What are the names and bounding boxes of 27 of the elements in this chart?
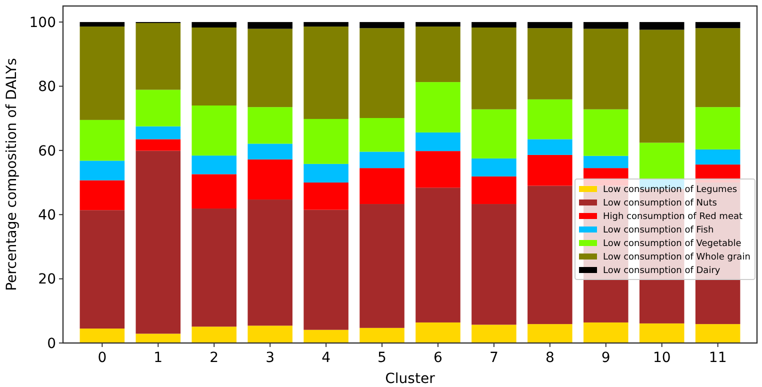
y-tick-label: 80 — [38, 79, 56, 96]
x-tick-label: 0 — [98, 350, 107, 366]
x-tick-label: 9 — [601, 350, 610, 366]
y-tick-label: 100 — [29, 14, 56, 31]
legend-label: Low consumption of Whole grain — [603, 252, 750, 263]
legend-label: Low consumption of Dairy — [603, 266, 721, 276]
legend-label: Low consumption of Legumes — [603, 185, 738, 196]
y-tick-label: 20 — [38, 272, 56, 288]
x-tick-label: 3 — [266, 350, 275, 366]
x-tick-label: 6 — [434, 350, 443, 366]
legend-label: Low consumption of Vegetable — [603, 239, 742, 250]
y-axis-title: Percentage composition of DALYs — [4, 58, 20, 291]
y-tick-label: 40 — [38, 208, 56, 224]
x-tick-label: 1 — [154, 350, 163, 366]
x-axis-title: Cluster — [385, 371, 436, 387]
x-tick-label: 5 — [378, 350, 386, 366]
y-tick-label: 60 — [38, 143, 56, 160]
x-tick-label: 2 — [210, 350, 219, 366]
x-tick-label: 7 — [489, 350, 498, 366]
x-tick-label: 11 — [708, 350, 727, 366]
legend-label: High consumption of Red meat — [603, 212, 743, 222]
y-tick-label: 0 — [47, 336, 56, 352]
x-tick-label: 4 — [322, 350, 331, 366]
legend-label: Low consumption of Nuts — [603, 198, 718, 209]
x-tick-label: 10 — [652, 350, 671, 366]
x-tick-label: 8 — [545, 350, 554, 366]
legend-label: Low consumption of Fish — [603, 226, 714, 236]
